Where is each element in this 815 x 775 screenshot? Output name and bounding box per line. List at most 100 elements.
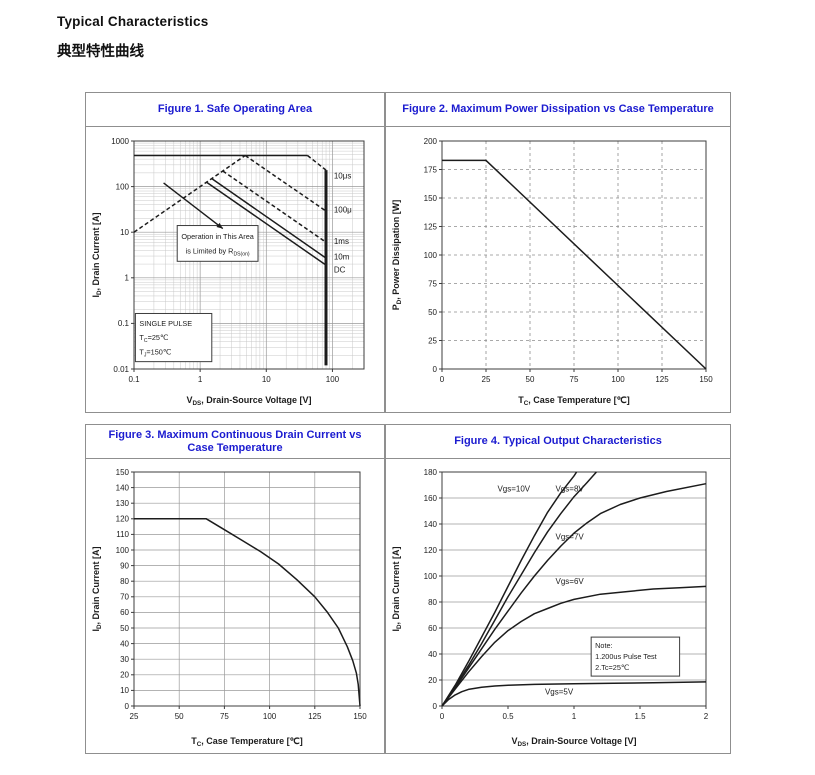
fig4-xaxis-title: VDS, Drain-Source Voltage [V] bbox=[511, 736, 636, 748]
fig3-xtick-label: 125 bbox=[308, 712, 322, 721]
fig3-xtick-label: 150 bbox=[353, 712, 367, 721]
datasheet-page: Typical Characteristics 典型特性曲线 Figure 1.… bbox=[0, 14, 815, 754]
fig4-ytick-label: 60 bbox=[428, 624, 437, 633]
fig4-xtick-label: 2 bbox=[704, 712, 709, 721]
fig2-ytick-label: 175 bbox=[424, 165, 438, 174]
fig2-xtick-label: 100 bbox=[611, 375, 625, 384]
fig4-svg: 0 0.5 1 1.5 2020406080100120140160180Vgs=10V… bbox=[391, 468, 709, 748]
fig3-ytick-label: 0 bbox=[125, 702, 130, 711]
fig1-operation-area-note-text: is Limited by RDS(on) bbox=[186, 246, 250, 257]
figure-4-panel: Figure 4. Typical Output Characteristics… bbox=[385, 424, 731, 754]
fig2-xtick-label: 25 bbox=[482, 375, 491, 384]
fig4-series-vgs-10v bbox=[441, 471, 578, 707]
fig1-ytick-label: 100 bbox=[116, 182, 130, 191]
fig4-series-vgs-6v bbox=[441, 585, 707, 707]
fig3-xtick-label: 50 bbox=[175, 712, 184, 721]
fig4-label-vgs-10v: Vgs=10V bbox=[497, 485, 530, 494]
fig4-ytick-label: 120 bbox=[424, 546, 438, 555]
fig4-ytick-label: 0 bbox=[433, 702, 438, 711]
fig4-major-grid bbox=[442, 497, 706, 681]
fig2-major-grid bbox=[442, 140, 706, 369]
fig4-yaxis-title: ID, Drain Current [A] bbox=[391, 546, 403, 631]
fig1-xtick-label: 10 bbox=[262, 375, 271, 384]
figure-2-title: Figure 2. Maximum Power Dissipation vs C… bbox=[386, 93, 730, 127]
fig3-ytick-label: 100 bbox=[116, 546, 130, 555]
fig1-annotation-arrow-head bbox=[216, 222, 223, 229]
figure-1-panel: Figure 1. Safe Operating Area 0.1 1 10 100 0… bbox=[85, 92, 385, 413]
fig3-yaxis-title: ID, Drain Current [A] bbox=[91, 546, 103, 631]
fig3-plot-border bbox=[133, 471, 361, 707]
fig4-label-vgs-6v: Vgs=6V bbox=[556, 577, 585, 586]
fig3-ytick-label: 120 bbox=[116, 515, 130, 524]
fig2-ytick-label: 100 bbox=[424, 250, 438, 259]
fig4-series-vgs-8v bbox=[441, 471, 597, 707]
fig1-xtick-label: 1 bbox=[198, 375, 203, 384]
fig1-series-dc-line bbox=[206, 181, 327, 266]
fig1-operation-area-note-box bbox=[176, 224, 259, 262]
figure-grid: Figure 1. Safe Operating Area 0.1 1 10 100 0… bbox=[85, 92, 815, 754]
fig1-plot-border bbox=[133, 140, 365, 369]
fig1-ytick-label: 1000 bbox=[111, 136, 129, 145]
fig3-ytick-label: 50 bbox=[120, 624, 129, 633]
figure-2-panel: Figure 2. Maximum Power Dissipation vs C… bbox=[385, 92, 731, 413]
fig4-label-vgs-8v: Vgs=8V bbox=[556, 485, 585, 494]
fig3-ytick-label: 80 bbox=[120, 577, 129, 586]
fig3-ytick-label: 140 bbox=[116, 483, 130, 492]
figure-2-chart: 0 25 50 75 100 125 150 0 25 50 75 100 125 150 175 200 TC… bbox=[386, 127, 730, 412]
fig2-svg: 0 25 50 75 100 125 150 0 25 50 75 100 125 150 175 200 TC… bbox=[391, 136, 713, 406]
fig1-operation-area-note-text: Operation in This Area bbox=[181, 231, 254, 240]
fig3-ytick-label: 70 bbox=[120, 593, 129, 602]
figure-4-chart: 0 0.5 1 1.5 2 0 20 40 60 80 100 120 140 160 180 Vgs=10V… bbox=[386, 459, 730, 753]
fig4-ytick-label: 180 bbox=[424, 468, 438, 477]
fig4-ytick-label: 20 bbox=[428, 676, 437, 685]
fig2-xtick-label: 75 bbox=[570, 375, 579, 384]
fig3-xtick-label: 100 bbox=[263, 712, 277, 721]
fig3-major-grid bbox=[134, 472, 360, 706]
fig1-series-pulse-10us bbox=[307, 154, 327, 171]
figure-1-chart: 0.1 1 10 100 0.01 0.1 1 10 100 1000 10μs 100μ 1ms 10m… bbox=[86, 127, 384, 412]
figure-3-panel: Figure 3. Maximum Continuous Drain Curre… bbox=[85, 424, 385, 754]
figure-1-title: Figure 1. Safe Operating Area bbox=[86, 93, 384, 127]
fig1-yaxis-title: ID, Drain Current [A] bbox=[91, 212, 103, 297]
fig2-xtick-label: 0 bbox=[440, 375, 445, 384]
page-heading-chinese: 典型特性曲线 bbox=[57, 44, 144, 60]
fig3-ytick-label: 40 bbox=[120, 639, 129, 648]
figure-4-title: Figure 4. Typical Output Characteristics bbox=[386, 425, 730, 459]
fig4-ytick-label: 140 bbox=[424, 520, 438, 529]
fig2-ytick-label: 125 bbox=[424, 222, 438, 231]
fig4-ytick-label: 40 bbox=[428, 650, 437, 659]
fig4-label-vgs-5v: Vgs=5V bbox=[545, 687, 574, 696]
fig1-annotation-arrow bbox=[163, 181, 224, 229]
fig2-yaxis-title: PD, Power Dissipation [W] bbox=[391, 199, 403, 310]
fig4-ytick-label: 100 bbox=[424, 572, 438, 581]
fig3-ytick-label: 30 bbox=[120, 655, 129, 664]
fig2-ytick-label: 50 bbox=[428, 307, 437, 316]
fig1-single-pulse-note-text: SINGLE PULSE bbox=[139, 319, 192, 328]
fig1-ytick-label: 1 bbox=[125, 273, 130, 282]
fig2-xtick-label: 50 bbox=[526, 375, 535, 384]
fig2-xtick-label: 125 bbox=[655, 375, 669, 384]
fig4-series-vgs-7v bbox=[441, 482, 707, 707]
fig1-single-pulse-note-text: TJ=150℃ bbox=[139, 347, 171, 358]
fig3-xaxis-title: TC, Case Temperature [℃] bbox=[191, 736, 303, 748]
fig4-pulse-test-note-box bbox=[590, 636, 681, 677]
fig1-series-pulse-100us bbox=[244, 154, 327, 212]
fig3-svg: 25 50 75 100 125 150 0 10 20 30 40 50 60 70 80 90 100 110… bbox=[91, 468, 367, 748]
figure-3-title: Figure 3. Maximum Continuous Drain Curre… bbox=[86, 425, 384, 459]
fig1-single-pulse-note-text: TC=25℃ bbox=[139, 333, 168, 344]
fig4-series-vgs-5v bbox=[441, 681, 707, 707]
fig1-label-pulse-10ms: 10m bbox=[334, 252, 350, 261]
fig1-xtick-label: 100 bbox=[326, 375, 340, 384]
fig2-ytick-label: 75 bbox=[428, 279, 437, 288]
fig2-series-power-derating bbox=[442, 159, 707, 370]
fig1-ytick-label: 0.01 bbox=[113, 364, 129, 373]
fig3-xtick-label: 25 bbox=[130, 712, 139, 721]
fig1-label-pulse-1ms: 1ms bbox=[334, 237, 349, 246]
fig1-xtick-label: 0.1 bbox=[128, 375, 140, 384]
fig3-ytick-label: 90 bbox=[120, 561, 129, 570]
fig3-series-current-derating bbox=[134, 518, 361, 707]
fig2-xtick-label: 150 bbox=[699, 375, 713, 384]
fig4-xtick-label: 1.5 bbox=[634, 712, 646, 721]
fig3-xtick-label: 75 bbox=[220, 712, 229, 721]
fig2-ytick-label: 0 bbox=[433, 364, 438, 373]
